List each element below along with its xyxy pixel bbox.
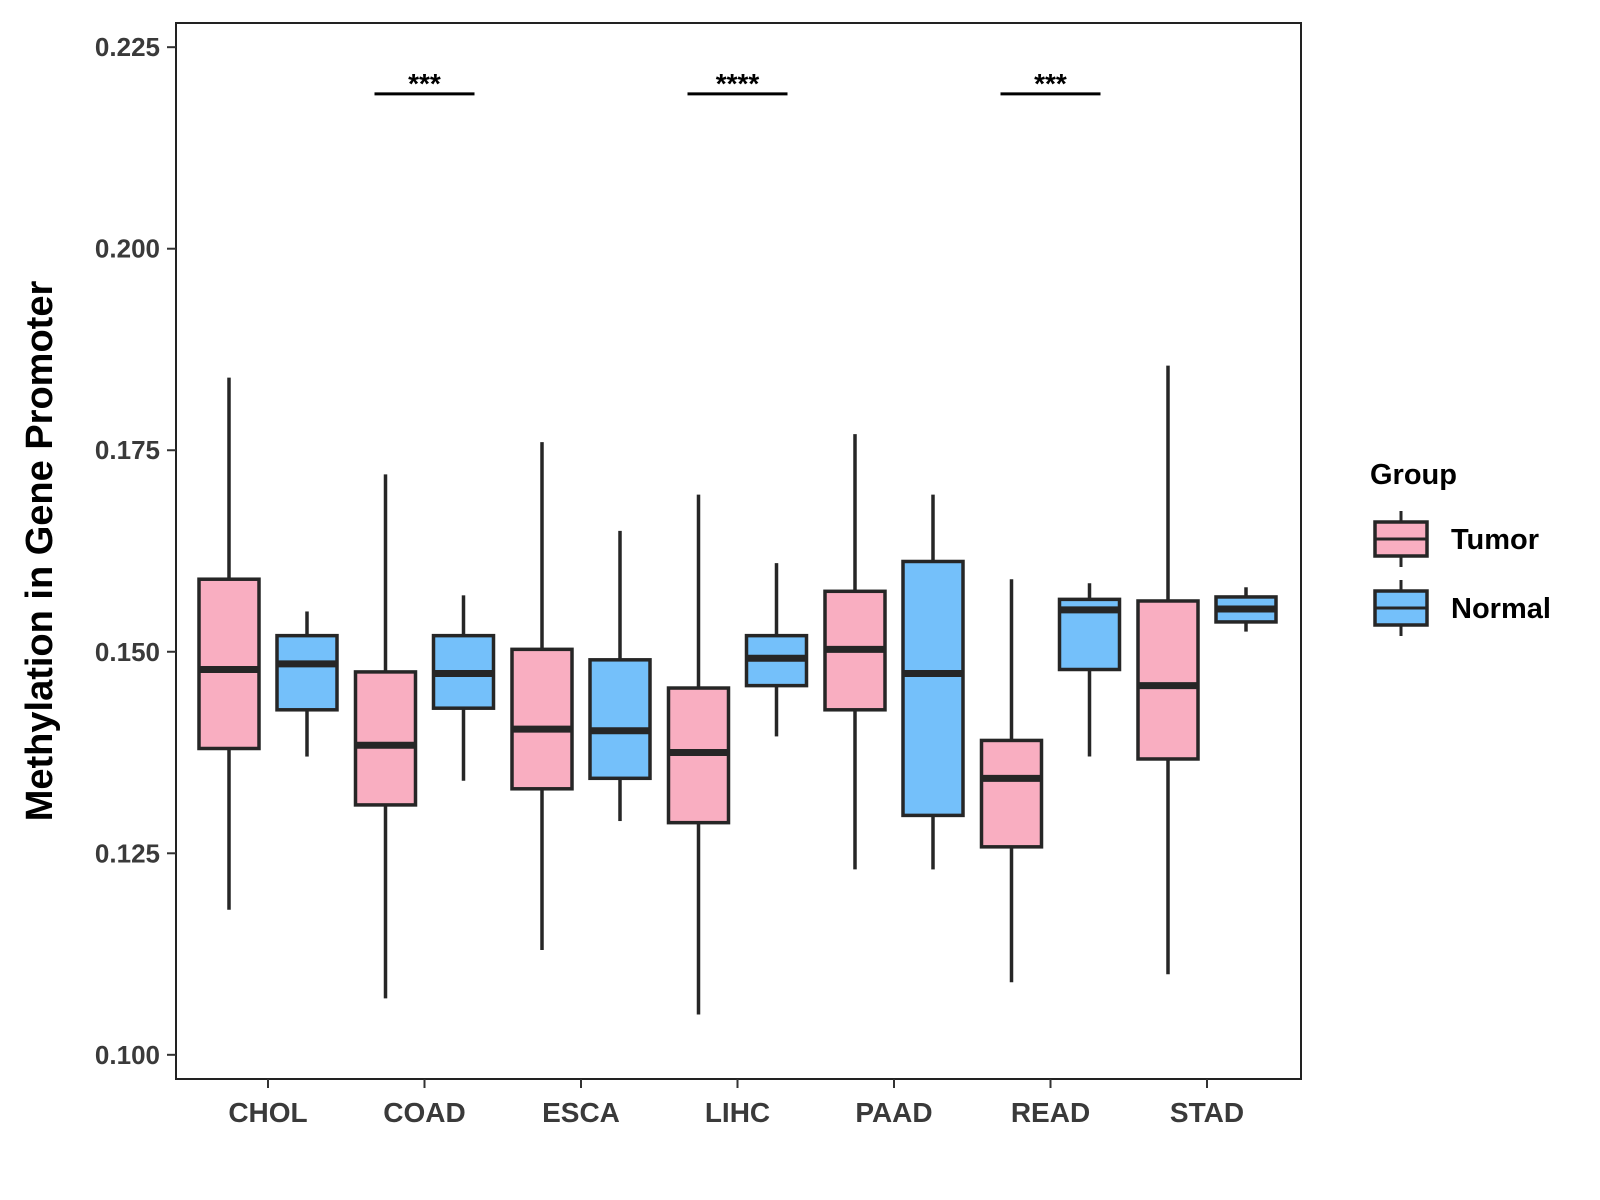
- box-normal-lihc: [744, 563, 809, 737]
- box-normal-stad: [1214, 587, 1278, 632]
- significance-label: ***: [408, 68, 441, 99]
- box-iqr: [510, 647, 574, 791]
- x-tick-label: LIHC: [705, 1097, 770, 1128]
- y-tick-label: 0.175: [95, 435, 160, 465]
- x-tick-label: READ: [1011, 1097, 1090, 1128]
- y-tick-label: 0.150: [95, 637, 160, 667]
- box-normal-paad: [901, 494, 965, 870]
- y-axis: 0.100 0.125 0.150 0.175 0.200 0.225: [95, 32, 176, 1070]
- box-tumor-esca: [510, 442, 574, 951]
- x-axis: CHOL COAD ESCA LIHC PAAD READ STAD: [228, 1079, 1244, 1128]
- box-iqr: [353, 670, 418, 807]
- legend-label: Normal: [1451, 593, 1551, 625]
- box-tumor-read: [979, 579, 1044, 983]
- y-tick-label: 0.225: [95, 32, 160, 62]
- box-iqr: [197, 577, 261, 751]
- y-tick-label: 0.100: [95, 1040, 160, 1070]
- box-tumor-coad: [353, 474, 418, 999]
- box-tumor-lihc: [666, 494, 731, 1015]
- box-normal-coad: [431, 595, 496, 781]
- x-tick-label: CHOL: [228, 1097, 307, 1128]
- box-normal-read: [1057, 583, 1122, 757]
- legend-title: Group: [1370, 459, 1457, 491]
- box-iqr: [275, 633, 339, 712]
- legend-item-tumor: Tumor: [1373, 511, 1539, 567]
- significance-label: ****: [716, 68, 760, 99]
- x-tick-label: STAD: [1170, 1097, 1244, 1128]
- box-iqr: [1136, 599, 1200, 761]
- significance-label: ***: [1034, 68, 1067, 99]
- y-tick-label: 0.200: [95, 234, 160, 264]
- y-axis-label: Methylation in Gene Promoter: [19, 281, 61, 822]
- box-normal-chol: [275, 611, 339, 757]
- y-tick-label: 0.125: [95, 838, 160, 868]
- box-iqr: [901, 559, 965, 818]
- significance-annotations: *** **** ***: [374, 68, 1101, 99]
- box-tumor-chol: [197, 377, 261, 910]
- box-normal-esca: [588, 530, 652, 822]
- legend: Group Tumor Normal: [1370, 459, 1551, 636]
- x-tick-label: COAD: [383, 1097, 465, 1128]
- box-tumor-paad: [823, 434, 887, 870]
- box-iqr: [979, 738, 1044, 849]
- x-tick-label: PAAD: [855, 1097, 932, 1128]
- box-iqr: [588, 658, 652, 781]
- box-series: [197, 365, 1278, 1015]
- box-tumor-stad: [1136, 365, 1200, 975]
- legend-item-normal: Normal: [1373, 580, 1551, 636]
- x-tick-label: ESCA: [542, 1097, 620, 1128]
- legend-label: Tumor: [1451, 524, 1539, 556]
- plot-panel-border: [175, 22, 1302, 1080]
